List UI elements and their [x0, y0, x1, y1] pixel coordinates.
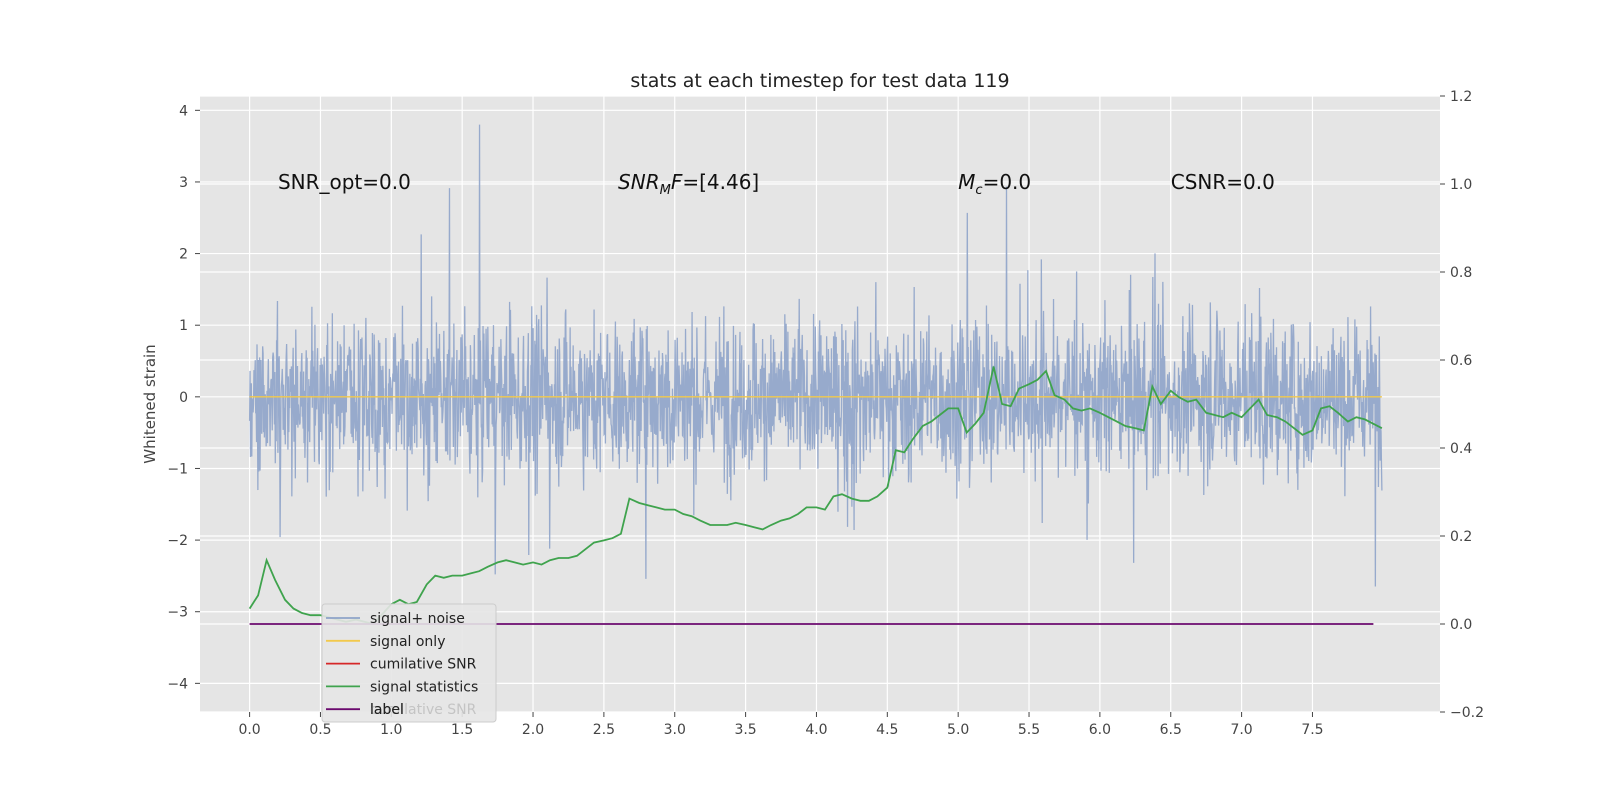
y-tick-label: 2: [179, 247, 188, 263]
x-tick-label: 2.5: [593, 722, 615, 738]
y-tick-label: −2: [167, 533, 188, 549]
y-tick-label: 3: [179, 175, 188, 191]
x-tick-label: 0.0: [238, 722, 260, 738]
legend-entry-label: label: [370, 702, 404, 718]
signal-noise-line: [248, 124, 1383, 587]
annotation-text: Mc=0.0: [958, 170, 1031, 198]
y-tick-label: −4: [167, 676, 188, 692]
legend-entry: signal statistics: [370, 679, 478, 695]
y2-tick-label: 0.8: [1450, 265, 1472, 281]
y2-tick-label: 0.0: [1450, 617, 1472, 633]
signal-noise-series: [248, 124, 1383, 587]
y2-tick-label: 0.6: [1450, 353, 1472, 369]
x-tick-label: 0.5: [309, 722, 331, 738]
x-tick-label: 7.0: [1230, 722, 1252, 738]
legend-entry: label: [370, 702, 404, 718]
legend-entry: signal only: [370, 634, 445, 650]
y2-tick-label: 0.4: [1450, 441, 1472, 457]
x-tick-label: 3.5: [734, 722, 756, 738]
y-axis-label: Whitened strain: [141, 344, 159, 463]
x-tick-label: 6.0: [1089, 722, 1111, 738]
y2-tick-label: 0.2: [1450, 529, 1472, 545]
x-tick-label: 5.5: [1018, 722, 1040, 738]
x-tick-label: 7.5: [1301, 722, 1323, 738]
x-tick-label: 5.0: [947, 722, 969, 738]
y2-tick-label: −0.2: [1450, 705, 1484, 721]
y-tick-label: −1: [167, 461, 188, 477]
x-tick-label: 4.0: [805, 722, 827, 738]
annotations: SNR_opt=0.0 SNRMF=[4.46] Mc=0.0 CSNR=0.0: [278, 170, 1275, 198]
x-tick-label: 4.5: [876, 722, 898, 738]
legend-entry: cumilative SNR: [370, 657, 477, 673]
x-tick-label: 1.5: [451, 722, 473, 738]
legend: signal+ noise signal only cumilative SNR si…: [321, 603, 497, 723]
y2-tick-label: 1.0: [1450, 177, 1472, 193]
chart-title: stats at each timestep for test data 119: [630, 70, 1009, 92]
axes: 0.0 0.5 1.0 1.5 2.0 2.5 3.0 3.5 4.0 4.5 5.0 5.5 6.0 6…: [167, 89, 1484, 738]
y-tick-label: −3: [167, 605, 188, 621]
y-tick-label: 4: [179, 103, 188, 119]
annotation-text: CSNR=0.0: [1171, 170, 1275, 194]
y-tick-label: 1: [179, 318, 188, 334]
y-tick-label: 0: [179, 390, 188, 406]
x-tick-label: 1.0: [380, 722, 402, 738]
annotation-text: SNR_opt=0.0: [278, 170, 411, 194]
signal-statistics-line: [248, 366, 1383, 626]
legend-box: [321, 603, 497, 723]
x-tick-label: 2.0: [522, 722, 544, 738]
x-tick-label: 3.0: [664, 722, 686, 738]
legend-entry: signal+ noise: [370, 611, 465, 627]
annotation-text: SNRMF=[4.46]: [618, 170, 759, 198]
x-tick-label: 6.5: [1160, 722, 1182, 738]
y2-tick-label: 1.2: [1450, 89, 1472, 105]
legend-overlap-text: cumilative SNR: [370, 702, 477, 718]
